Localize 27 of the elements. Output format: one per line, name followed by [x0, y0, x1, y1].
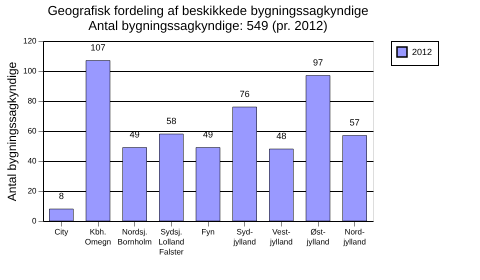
x-tick-label: Syd- jylland — [232, 228, 256, 246]
y-tick-label: 60 — [28, 126, 38, 136]
text: Geografisk fordeling af beskikkede bygningssagkyndige — [48, 3, 368, 18]
data-label: 57 — [350, 118, 360, 128]
data-label: 58 — [166, 116, 176, 126]
y-tick-label: 40 — [28, 156, 38, 166]
x-tick-label: City — [54, 228, 68, 236]
y-tick-label: 120 — [23, 36, 38, 46]
x-tick-label: Nordsj. Bornholm — [118, 228, 152, 246]
data-label: 97 — [312, 58, 324, 68]
x-tick-label: Sydsj. Lolland Falster — [158, 228, 184, 256]
x-tick-label: Fyn — [201, 228, 215, 236]
text: Antal bygningssagkyndige: 549 (pr. 2012) — [88, 18, 328, 33]
x-tick-label: Øst- jylland — [306, 228, 330, 246]
data-label: 48 — [276, 131, 286, 141]
y-axis-title: Antal bygningssagkyndige — [5, 61, 20, 202]
x-tick-label: Vest- jylland — [268, 228, 293, 246]
legend-label: 2012 — [412, 47, 432, 57]
data-label: 107 — [90, 42, 106, 52]
data-label: 8 — [58, 191, 64, 201]
x-tick-label: Kbh. Omegn — [84, 228, 112, 246]
data-label: 76 — [240, 89, 250, 99]
x-tick-label: Nord- jylland — [342, 228, 366, 246]
y-tick-label: 80 — [28, 96, 38, 106]
y-tick-label: 20 — [28, 186, 38, 196]
y-tick-label: 100 — [23, 66, 38, 76]
y-tick-label: 0 — [32, 216, 38, 226]
